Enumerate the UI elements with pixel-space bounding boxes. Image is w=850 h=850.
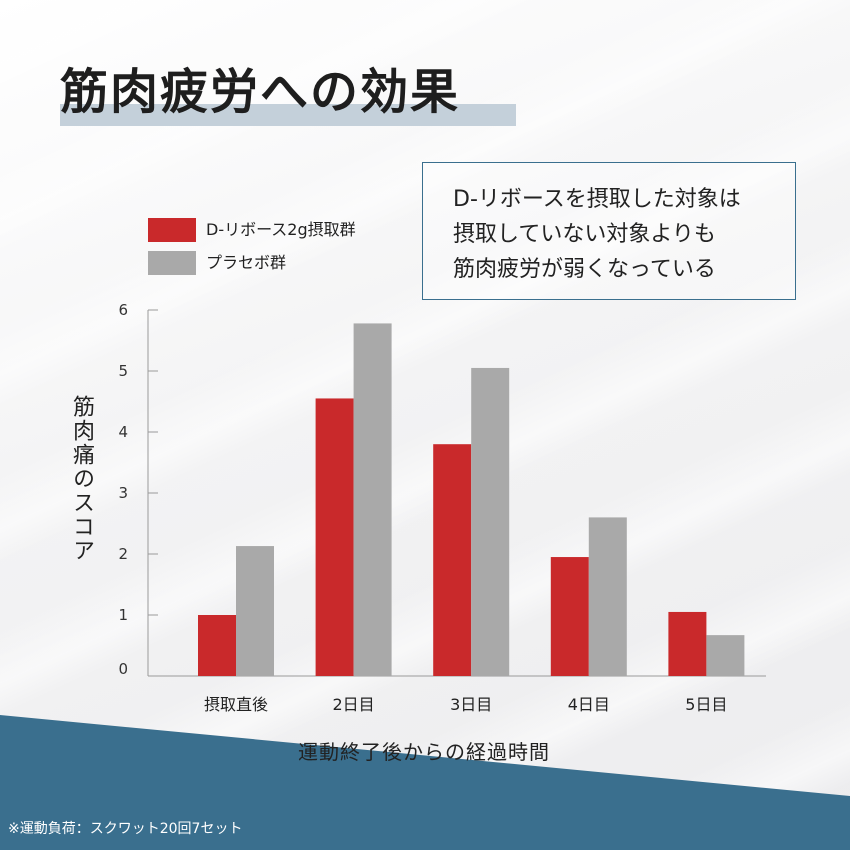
callout-line-1: D-リボースを摂取した対象は <box>453 187 741 212</box>
footnote: ※運動負荷：スクワット20回7セット <box>8 821 243 837</box>
bar-ribose <box>668 611 707 676</box>
x-tick-label: 4日目 <box>568 695 610 714</box>
chart-ticks: 0 1 2 3 4 5 6 摂取直後 2日目 3日目 4日目 5日目 <box>118 301 727 714</box>
x-axis-label: 運動終了後からの経過時間 <box>298 740 550 764</box>
bar-placebo <box>236 546 274 676</box>
legend-label-ribose: D-リボース2g摂取群 <box>206 220 356 239</box>
title-highlight <box>60 104 516 126</box>
y-tick-label: 4 <box>118 423 128 441</box>
bar-placebo <box>706 635 745 676</box>
page-title: 筋肉疲労への効果 <box>60 64 461 120</box>
y-tick-label: 6 <box>118 301 128 319</box>
bar-ribose <box>198 615 236 676</box>
x-tick-label: 2日目 <box>333 695 375 714</box>
legend-swatch-placebo <box>148 251 196 275</box>
callout-line-3: 筋肉疲労が弱くなっている <box>453 257 716 282</box>
x-tick-label: 摂取直後 <box>204 695 268 714</box>
y-tick-label: 0 <box>118 660 128 678</box>
title-area: 筋肉疲労への効果 <box>60 60 516 126</box>
bar-ribose <box>315 398 354 676</box>
bar-placebo <box>353 323 392 676</box>
y-axis-label: 筋肉痛のスコア <box>69 395 94 563</box>
y-tick-label: 3 <box>118 484 128 502</box>
legend-label-placebo: プラセボ群 <box>206 253 287 272</box>
y-tick-label: 1 <box>118 606 128 624</box>
bar-ribose <box>550 557 589 676</box>
callout-line-2: 摂取していない対象よりも <box>453 222 716 247</box>
y-tick-label: 5 <box>118 362 128 380</box>
bar-placebo <box>588 517 627 676</box>
bar-placebo <box>471 367 510 676</box>
legend-swatch-ribose <box>148 218 196 242</box>
bar-ribose <box>433 444 472 676</box>
x-tick-label: 5日目 <box>685 695 727 714</box>
callout-box: D-リボースを摂取した対象は 摂取していない対象よりも 筋肉疲労が弱くなっている <box>422 162 796 300</box>
x-tick-label: 3日目 <box>450 695 492 714</box>
y-tick-label: 2 <box>118 545 128 563</box>
chart-bars <box>198 323 745 676</box>
